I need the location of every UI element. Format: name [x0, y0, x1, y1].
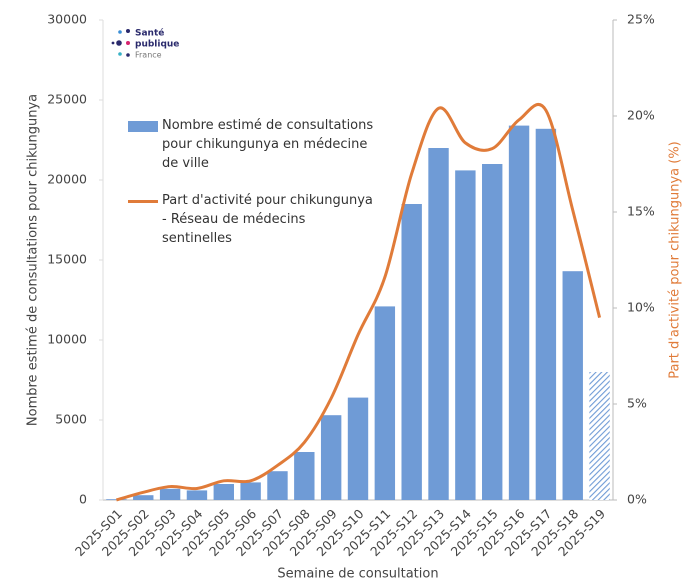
- bar: [428, 148, 449, 500]
- y2-tick-label: 25%: [627, 12, 655, 27]
- bar: [374, 306, 396, 500]
- y2-tick-label: 15%: [627, 204, 655, 219]
- bar: [455, 170, 476, 500]
- y2-tick-label: 20%: [627, 108, 655, 123]
- logo: Santé publique France: [111, 28, 179, 60]
- bar: [267, 471, 288, 500]
- y2-tick-label: 10%: [627, 300, 655, 315]
- y-tick-label: 25000: [47, 92, 87, 107]
- bar: [508, 125, 530, 500]
- legend-entry: Part d'activité pour chikungunya - Résea…: [128, 191, 378, 248]
- bar: [133, 495, 154, 500]
- y-tick-label: 5000: [55, 412, 87, 427]
- bar: [562, 271, 583, 500]
- bar: [294, 452, 315, 500]
- y2-tick-label: 5%: [627, 396, 647, 411]
- legend-swatch: [128, 200, 158, 203]
- legend-entry: Nombre estimé de consultations pour chik…: [128, 116, 378, 173]
- y-tick-label: 20000: [47, 172, 87, 187]
- legend-label: Nombre estimé de consultations pour chik…: [162, 118, 374, 171]
- legend-swatch: [128, 121, 158, 132]
- x-axis-title: Semaine de consultation: [277, 567, 438, 582]
- bar: [401, 204, 422, 500]
- line: [116, 103, 602, 502]
- y-tick-label: 30000: [47, 12, 87, 27]
- y2-tick-label: 0%: [627, 492, 647, 507]
- y-tick-label: 10000: [47, 332, 87, 347]
- y-tick-label: 15000: [47, 252, 87, 267]
- bar: [240, 482, 261, 500]
- bar: [482, 164, 503, 500]
- y-axis-title: Nombre estimé de consultations pour chik…: [26, 94, 41, 426]
- y2-axis-title: Part d'activité pour chikungunya (%): [668, 141, 683, 379]
- bar: [535, 128, 557, 501]
- logo-text: France: [135, 51, 162, 60]
- bar: [213, 484, 234, 500]
- bar: [159, 488, 181, 500]
- bar: [589, 372, 610, 500]
- bar: [347, 397, 369, 500]
- bar: [186, 490, 208, 500]
- logo-text: publique: [135, 40, 179, 50]
- logo-text: Santé: [135, 28, 164, 39]
- legend: Nombre estimé de consultations pour chik…: [128, 116, 378, 266]
- y-tick-label: 0: [79, 492, 87, 507]
- legend-label: Part d'activité pour chikungunya - Résea…: [162, 193, 373, 246]
- bar: [320, 415, 342, 500]
